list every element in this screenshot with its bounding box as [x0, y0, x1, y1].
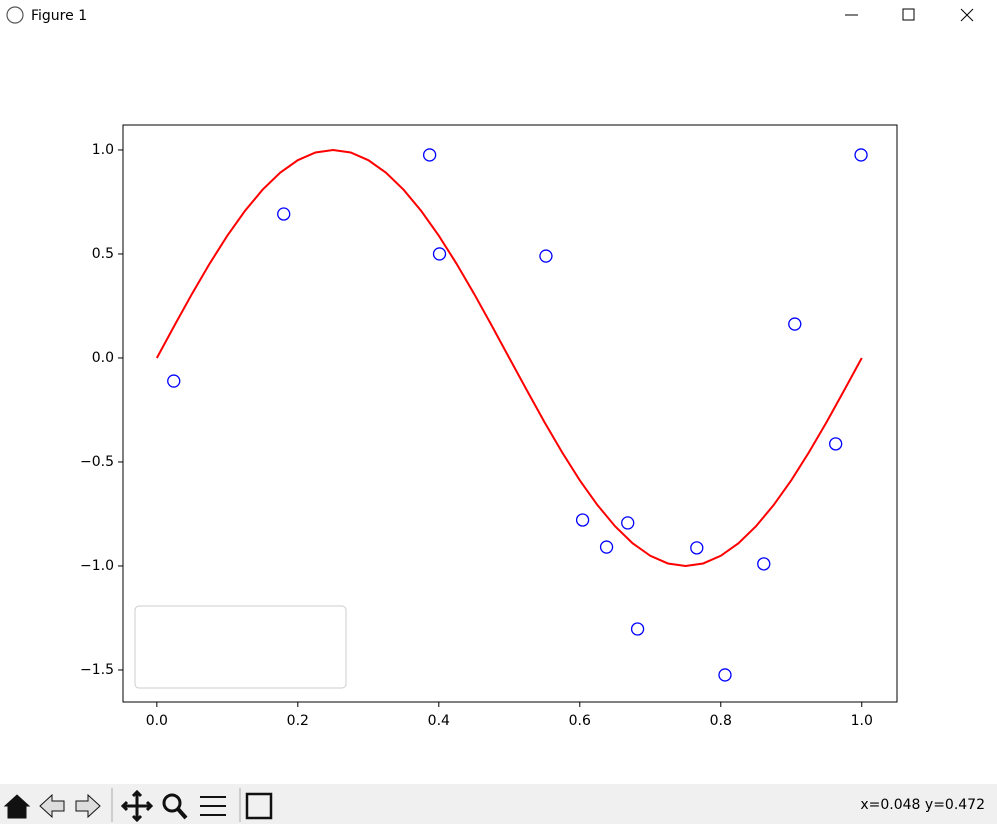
- back-button[interactable]: [39, 793, 65, 819]
- toolbar: [0, 784, 997, 824]
- close-button[interactable]: [960, 8, 974, 22]
- x-tick-label: 0.2: [287, 713, 309, 729]
- zoom-button[interactable]: [162, 793, 182, 813]
- forward-button[interactable]: [75, 793, 101, 819]
- x-tick-label: 0.8: [710, 713, 732, 729]
- data-point: [575, 513, 590, 527]
- data-point: [167, 374, 181, 388]
- data-point: [277, 207, 291, 221]
- legend: [134, 605, 347, 689]
- data-point: [630, 622, 645, 636]
- data-point: [854, 148, 868, 162]
- x-tick-label: 1.0: [851, 713, 873, 729]
- data-point: [757, 557, 771, 571]
- y-tick-label: −0.5: [80, 454, 114, 470]
- configure-button[interactable]: [200, 796, 226, 816]
- save-button[interactable]: [245, 792, 273, 820]
- y-tick-label: −1.5: [80, 662, 114, 678]
- maximize-button[interactable]: [902, 8, 915, 21]
- line-series: [155, 148, 863, 567]
- data-point: [621, 516, 635, 530]
- data-point: [422, 148, 437, 162]
- data-point: [690, 541, 704, 555]
- y-tick-label: 0.5: [92, 246, 114, 262]
- status-text: x=0.048 y=0.472: [860, 797, 985, 813]
- data-point: [539, 249, 553, 263]
- x-tick-label: 0.6: [569, 713, 591, 729]
- y-tick-label: 0.0: [92, 350, 114, 366]
- pan-button[interactable]: [120, 789, 154, 823]
- data-point: [718, 668, 732, 682]
- window-title: Figure 1: [31, 8, 87, 24]
- x-tick-label: 0.4: [428, 713, 450, 729]
- home-button[interactable]: [3, 794, 31, 819]
- app-icon: [6, 6, 24, 24]
- data-point: [432, 247, 447, 261]
- data-point: [599, 540, 614, 554]
- y-tick-label: 1.0: [92, 142, 114, 158]
- x-tick-label: 0.0: [146, 713, 168, 729]
- data-point: [788, 317, 802, 331]
- y-tick-label: −1.0: [80, 558, 114, 574]
- data-point: [829, 437, 843, 451]
